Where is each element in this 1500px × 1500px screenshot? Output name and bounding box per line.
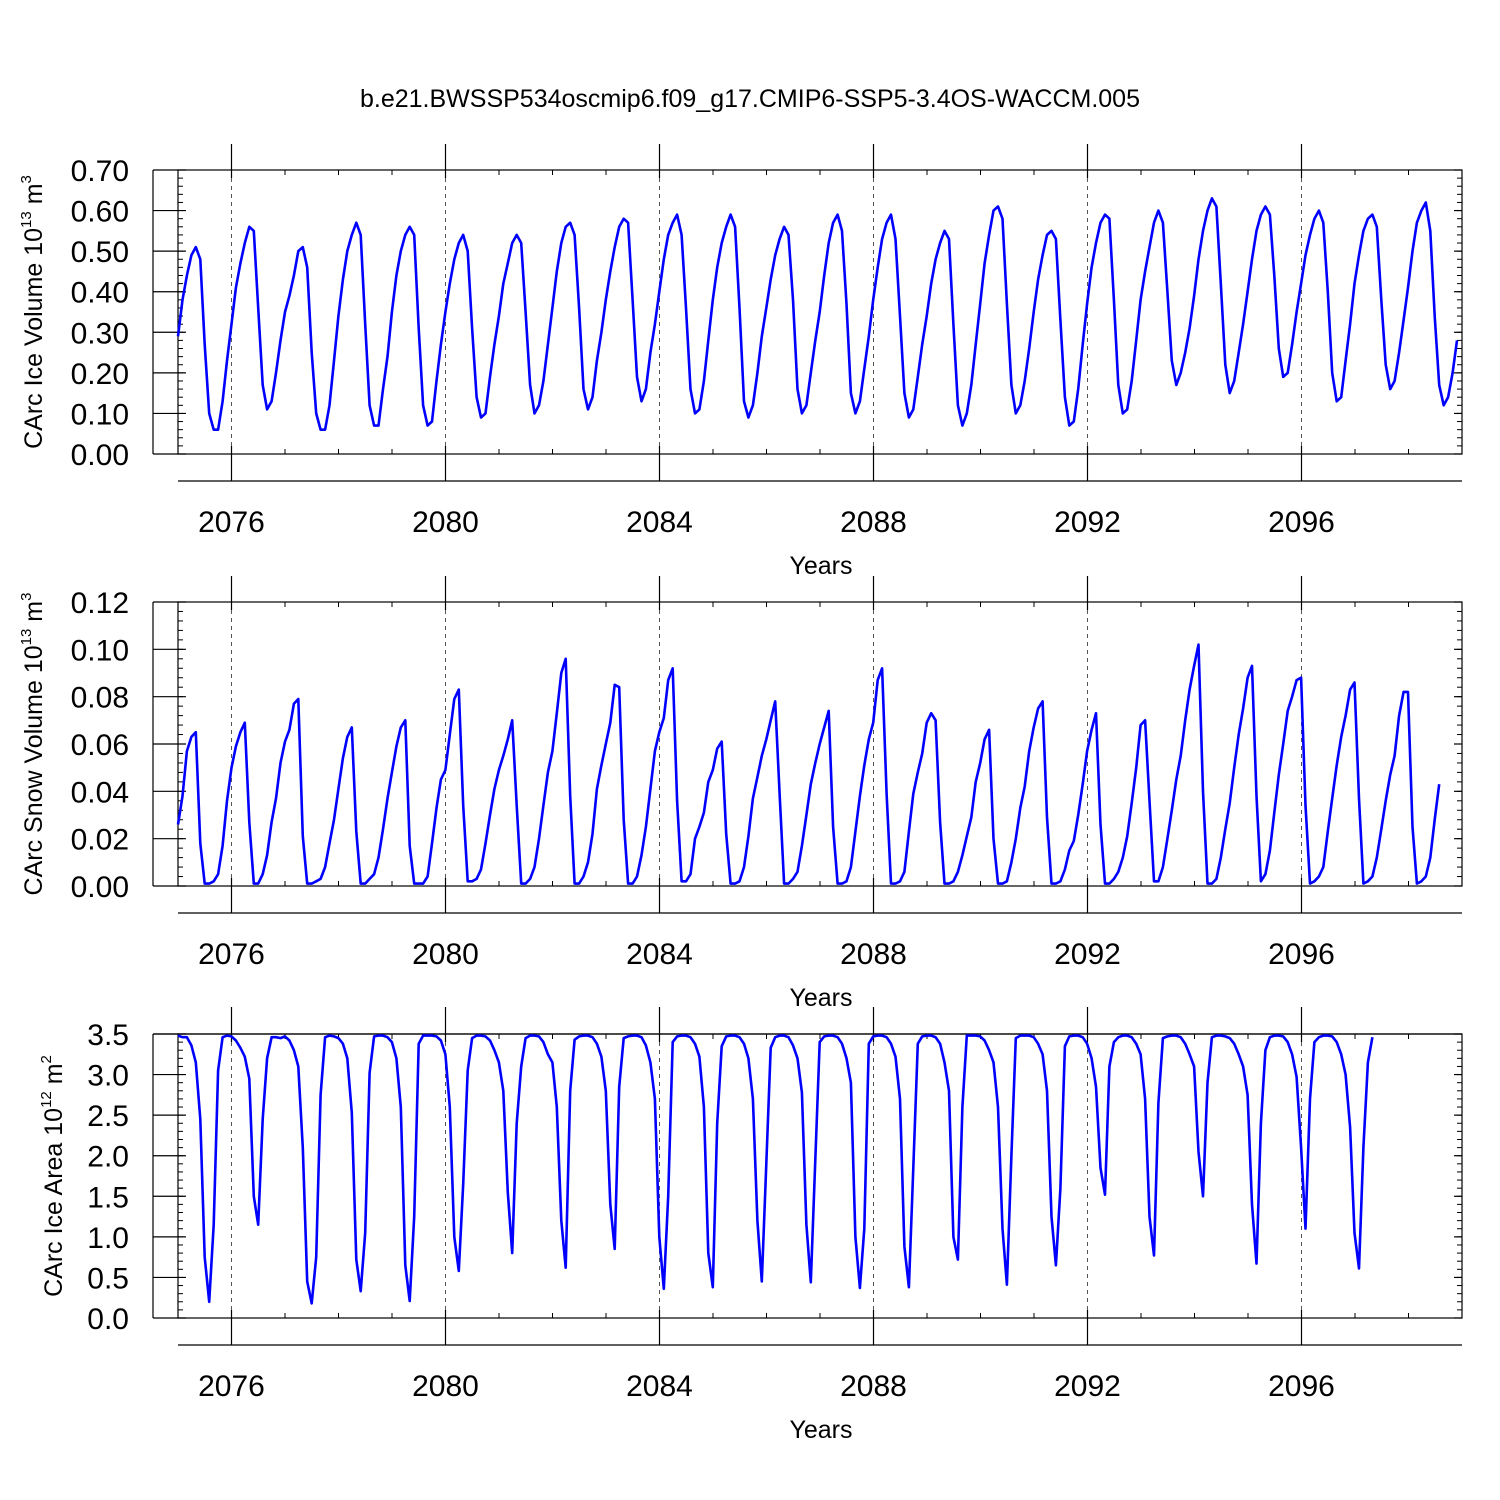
y-tick-label: 1.5 [87,1181,129,1214]
y-tick-label: 0.02 [71,824,129,857]
y-tick-label: 2.0 [87,1141,129,1174]
y-axis-label-exponent: 13 [18,211,35,228]
y-tick-label: 0.0 [87,1303,129,1336]
x-tick-label: 2092 [1054,506,1121,539]
y-tick-label: 0.30 [71,317,129,350]
y-axis-label-main: CArc Ice Area 10 [40,1108,68,1297]
x-tick-label: 2088 [840,938,907,971]
y-tick-label: 3.5 [87,1019,129,1052]
y-axis-label-unit: m [40,1063,68,1091]
chart-title: b.e21.BWSSP534oscmip6.f09_g17.CMIP6-SSP5… [360,85,1140,113]
y-axis-label: CArc Ice Volume 1013 m3 [18,175,48,449]
y-tick-label: 0.12 [71,587,129,620]
panel-snow-volume: 0.00 0.02 0.04 0.06 0.08 0.10 0.12 2076 2080 2084… [18,576,1463,1012]
y-tick-label: 0.08 [71,682,129,715]
x-tick-label: 2076 [198,1370,265,1403]
x-tick-label: 2080 [412,1370,479,1403]
x-tick-label: 2080 [412,506,479,539]
y-tick-label: 3.0 [87,1060,129,1093]
y-axis-label-exponent: 13 [18,629,35,646]
x-tick-label: 2088 [840,506,907,539]
y-tick-label: 2.5 [87,1100,129,1133]
x-tick-label: 2092 [1054,938,1121,971]
x-tick-label: 2084 [626,938,693,971]
x-tick-label: 2080 [412,938,479,971]
x-axis-label: Years [789,1416,852,1444]
y-tick-label: 0.5 [87,1262,129,1295]
y-axis-label-unit-exponent: 3 [18,593,35,601]
x-tick-label: 2096 [1268,1370,1335,1403]
x-tick-label: 2096 [1268,506,1335,539]
y-axis-label-unit: m [20,601,48,629]
panel-ice-area: 0.0 0.5 1.0 1.5 2.0 2.5 3.0 3.5 2076 2080 2084 2088… [38,1007,1463,1444]
y-axis-label: CArc Ice Area 1012 m2 [38,1055,68,1297]
y-tick-label: 0.06 [71,729,129,762]
x-tick-label: 2084 [626,506,693,539]
y-tick-label: 0.20 [71,358,129,391]
x-tick-label: 2076 [198,506,265,539]
x-axis-label: Years [789,984,852,1012]
y-tick-label: 0.00 [71,871,129,904]
series-line-ice-area [177,1034,1374,1305]
y-tick-label: 0.04 [71,776,129,809]
y-axis-label-unit: m [20,183,48,211]
y-tick-label: 0.50 [71,236,129,269]
series-line-ice-volume [176,197,1459,432]
y-axis-label-main: CArc Snow Volume 10 [20,645,48,895]
x-tick-label: 2096 [1268,938,1335,971]
y-tick-label: 0.70 [71,155,129,188]
panels: 0.00 0.10 0.20 0.30 0.40 0.50 0.60 0.70 2076 2080… [18,144,1463,1444]
y-axis-label-unit-exponent: 2 [38,1055,55,1063]
y-tick-label: 0.40 [71,277,129,310]
y-axis-label-unit-exponent: 3 [18,175,35,183]
y-tick-label: 0.00 [71,439,129,472]
panel-ice-volume: 0.00 0.10 0.20 0.30 0.40 0.50 0.60 0.70 2076 2080… [18,144,1463,580]
y-axis-label-main: CArc Ice Volume 10 [20,228,48,449]
x-axis-label: Years [789,552,852,580]
y-tick-label: 0.60 [71,196,129,229]
x-tick-label: 2084 [626,1370,693,1403]
y-tick-label: 0.10 [71,634,129,667]
x-tick-label: 2088 [840,1370,907,1403]
y-axis-label: CArc Snow Volume 1013 m3 [18,593,48,896]
y-axis-label-exponent: 12 [38,1091,55,1108]
x-tick-label: 2092 [1054,1370,1121,1403]
series-line-snow-volume [176,643,1441,885]
x-tick-label: 2076 [198,938,265,971]
y-tick-label: 1.0 [87,1222,129,1255]
y-tick-label: 0.10 [71,398,129,431]
